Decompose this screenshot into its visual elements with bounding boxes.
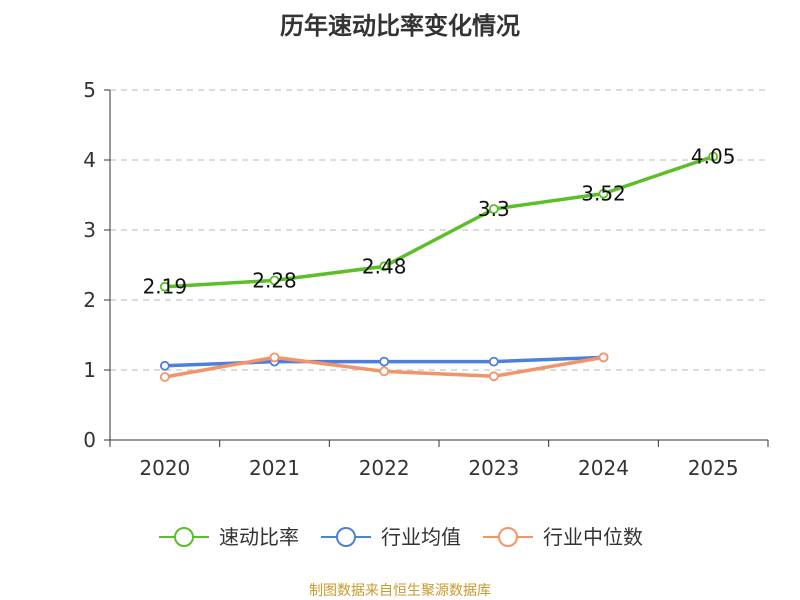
legend-marker [498,527,518,547]
data-point[interactable] [159,372,170,382]
grid-lines [110,89,768,371]
legend-label: 速动比率 [219,525,299,549]
data-point[interactable] [488,371,499,382]
legend-label: 行业均值 [381,525,461,549]
data-point[interactable] [269,352,280,363]
x-tick-label: 2022 [359,456,410,480]
legend-label: 行业中位数 [543,525,643,549]
data-label: 3.52 [581,182,626,206]
data-point[interactable] [379,356,390,367]
source-note: 制图数据来自恒生聚源数据库 [309,583,491,599]
data-point[interactable] [159,281,170,292]
data-point[interactable] [488,204,499,214]
legend-item-2[interactable]: 行业中位数 [483,525,643,549]
data-label: 3.3 [478,197,510,221]
data-label: 2.19 [143,275,188,299]
data-labels: 2.19 2.28 2.48 3.3 3.52 4.05 [143,145,736,299]
x-tick-label: 2024 [578,456,629,480]
axes: 0 1 2 3 4 5 2020 2021 2022 2023 2024 2025 [83,78,769,480]
data-point[interactable] [379,261,390,272]
legend-item-0[interactable]: 速动比率 [159,525,299,549]
chart-title: 历年速动比率变化情况 [280,12,520,40]
y-tick-label: 4 [83,148,96,172]
data-point[interactable] [598,188,609,199]
y-tick-label: 2 [83,288,96,312]
data-point[interactable] [598,352,609,363]
data-label: 4.05 [691,145,736,169]
series-line-0 [163,154,715,289]
data-point[interactable] [379,366,390,377]
legend-marker [336,527,356,547]
data-point[interactable] [159,360,170,371]
legend: 速动比率 行业均值 行业中位数 [159,525,643,549]
data-point[interactable] [269,275,280,286]
y-tick-label: 3 [83,218,96,242]
x-tick-label: 2023 [468,456,519,480]
legend-item-1[interactable]: 行业均值 [321,525,461,549]
y-tick-label: 5 [83,78,96,102]
y-tick-label: 1 [83,358,96,382]
x-tick-label: 2020 [139,456,190,480]
y-tick-label: 0 [83,428,96,452]
legend-marker [174,527,194,547]
data-point[interactable] [488,356,499,367]
data-point[interactable] [708,151,719,162]
data-label: 2.48 [362,254,407,278]
series-layer [159,151,719,382]
x-tick-label: 2021 [249,456,300,480]
data-label: 2.28 [252,268,297,292]
x-tick-label: 2025 [688,456,739,480]
